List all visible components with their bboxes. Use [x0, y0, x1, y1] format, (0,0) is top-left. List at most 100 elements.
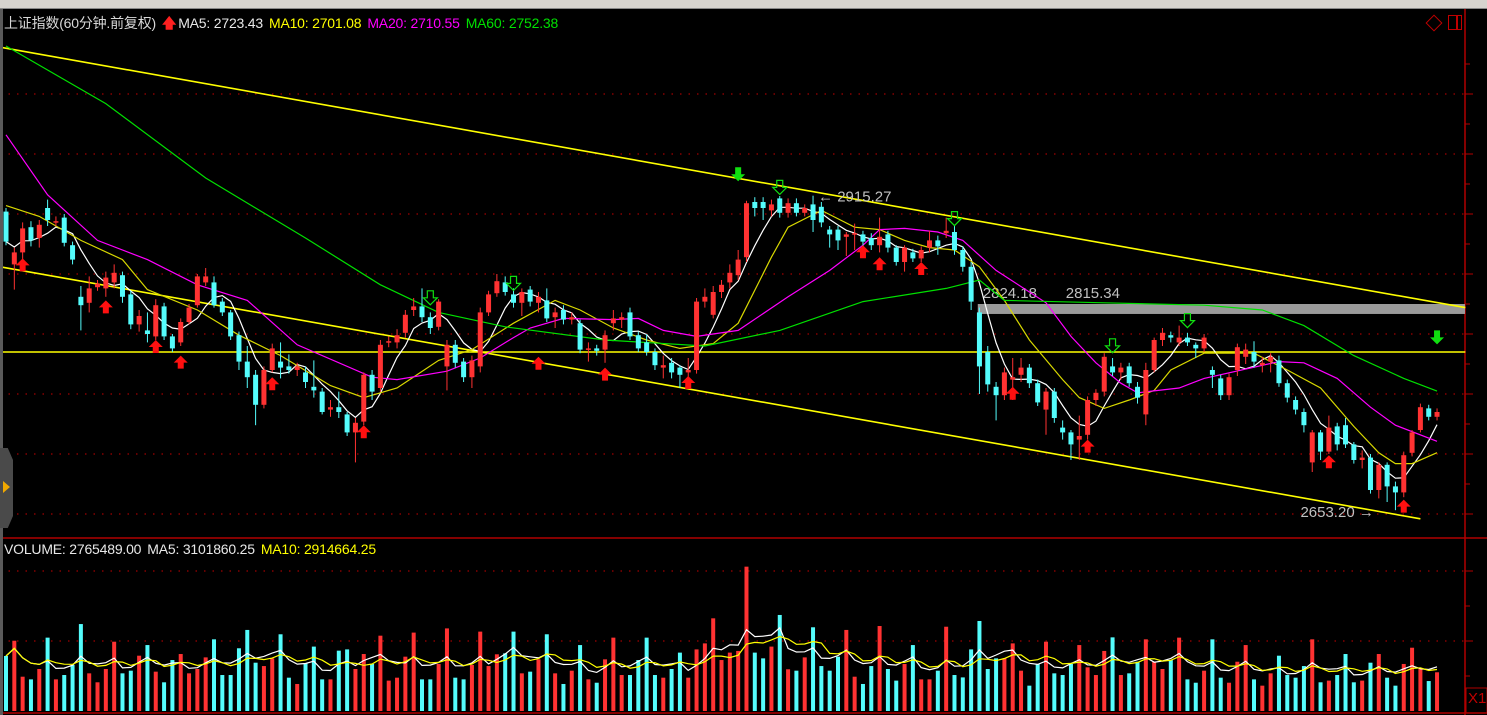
candle-body [286, 366, 292, 370]
left-scrollbar[interactable] [0, 9, 3, 715]
candle-body [1276, 360, 1282, 384]
sell-down-arrow-outline-icon [771, 179, 789, 196]
candle [11, 247, 17, 290]
buy-up-arrow-icon [356, 425, 371, 439]
candle [1184, 332, 1190, 346]
candle [3, 208, 9, 246]
candle [852, 223, 858, 250]
volume-bar [1293, 677, 1298, 711]
volume-bar [1118, 675, 1123, 711]
volume-bar [636, 660, 641, 711]
volume-bar [719, 660, 724, 711]
candle [70, 241, 76, 265]
candle [477, 307, 483, 373]
candle [1209, 366, 1215, 388]
candle [635, 331, 641, 352]
volume-bar [153, 671, 158, 711]
candle [644, 334, 650, 356]
volume-bar [811, 627, 816, 711]
candle [1392, 481, 1398, 511]
volume-bar [345, 649, 350, 711]
candle [860, 230, 866, 248]
candle-body [569, 317, 575, 320]
volume-bar [1418, 669, 1423, 711]
candle-body [1293, 400, 1299, 410]
volume-bar [628, 675, 632, 711]
candle-body [1110, 366, 1116, 373]
volume-bar [261, 666, 266, 711]
chart-title: 上证指数(60分钟.前复权) [4, 15, 156, 31]
candle-body [444, 344, 450, 367]
candle-body [868, 238, 874, 246]
candle-body [20, 228, 26, 253]
candle [128, 290, 134, 330]
panel-toggle-icon[interactable] [1448, 15, 1462, 30]
candle [153, 299, 159, 340]
price-legend: 上证指数(60分钟.前复权) 🡅 MA5: 2723.43 MA10: 2701.08… [4, 13, 564, 37]
volume-bar [286, 677, 291, 711]
candle-body [1076, 436, 1082, 440]
candle [677, 365, 683, 388]
candle [943, 217, 949, 238]
candle-body [802, 208, 808, 213]
candle [777, 196, 783, 218]
volume-bar [935, 670, 940, 711]
candle-body [211, 282, 217, 306]
candle [1309, 430, 1315, 472]
candle-body [685, 370, 691, 373]
right-axis [0, 9, 1487, 715]
candle [1301, 408, 1307, 433]
buy-up-arrow-icon [855, 245, 870, 259]
candle [186, 304, 192, 325]
candle-body [1184, 337, 1190, 343]
candle-body [610, 318, 616, 324]
volume-bar [1060, 675, 1065, 711]
candle-body [1135, 386, 1141, 398]
candle [1234, 343, 1240, 376]
price-extreme-label: 2653.20 → [1300, 504, 1373, 521]
ma10-line [5, 205, 1438, 465]
buy-up-arrow-icon [531, 356, 546, 370]
candle [1426, 404, 1432, 421]
candle-body [236, 335, 242, 362]
buy-up-arrow-icon [872, 257, 887, 271]
candle-body [319, 391, 325, 412]
trendline [0, 46, 1466, 309]
candle [893, 245, 899, 266]
ma20-line [5, 134, 1438, 442]
candle [1176, 325, 1182, 346]
candle [319, 388, 325, 415]
volume-bar [1368, 662, 1373, 711]
ma10-legend: MA10: 2701.08 [268, 15, 362, 31]
candle [560, 305, 566, 325]
candle-body [294, 366, 300, 370]
sell-down-arrow-outline-icon [1178, 313, 1196, 329]
volume-bar [137, 655, 142, 711]
volume-bar [736, 650, 741, 711]
volume-bar [1410, 647, 1415, 711]
candle [178, 318, 184, 346]
volume-bar [869, 666, 874, 711]
candle [1376, 462, 1382, 499]
candle-body [253, 374, 259, 405]
zoom-level-label[interactable]: X1 [1468, 690, 1487, 707]
volume-bar [78, 624, 83, 711]
candle [1101, 353, 1107, 397]
candle-body [1259, 362, 1265, 366]
candle-body [419, 306, 425, 318]
volume-bar [669, 669, 674, 711]
volume-bar [1385, 677, 1390, 711]
expand-panel-tab[interactable] [0, 448, 13, 528]
candle-body [735, 259, 741, 276]
volume-bar [860, 683, 865, 711]
volume-bar [1193, 682, 1198, 711]
candle-body [1326, 427, 1332, 452]
buy-up-arrow-icon [265, 377, 280, 391]
volume-bar [661, 677, 666, 711]
sell-down-arrow-outline-icon [505, 275, 522, 292]
candle [161, 302, 167, 340]
grid-layer [0, 93, 1465, 642]
candle [710, 286, 716, 319]
candle-body [361, 374, 367, 422]
